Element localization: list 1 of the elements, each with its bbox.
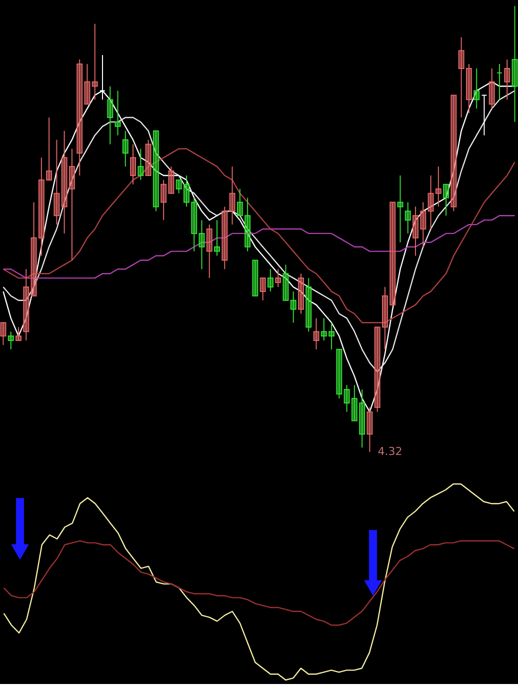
annotation: 4.32 (378, 445, 402, 458)
